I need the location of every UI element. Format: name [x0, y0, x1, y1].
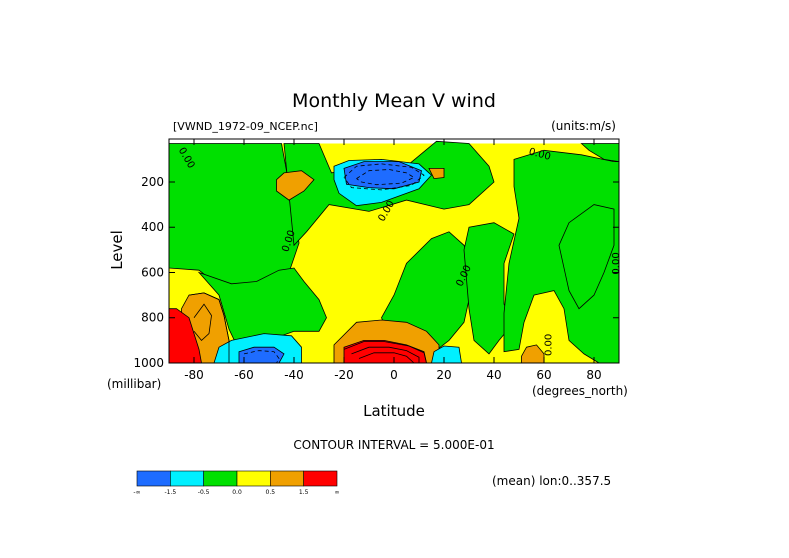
y-unit-label: (millibar)	[107, 377, 161, 391]
y-axis-ticks: 200 400 600 800 1000	[133, 175, 619, 370]
colorbar: -∞ -1.5 -0.5 0.0 0.5 1.5 ∞	[133, 470, 340, 496]
contour-region-12	[521, 344, 545, 363]
colorbar-label-2: -0.5	[198, 489, 210, 496]
contour-line-2	[343, 341, 427, 363]
contour-value-label-5: 0.00	[544, 334, 555, 356]
contour-line-1	[193, 303, 212, 341]
colorbar-label-0: -∞	[133, 489, 140, 496]
contour-region-7	[580, 143, 619, 163]
x-tick-label-7: 60	[536, 368, 551, 382]
contour-fill-layer	[169, 140, 619, 363]
colorbar-label-1: -1.5	[164, 489, 176, 496]
colorbar-label-5: 1.5	[299, 489, 309, 496]
x-axis-ticks: -80 -60 -40 -20 0 20 40 60 80	[184, 139, 602, 382]
x-tick-label-8: 80	[586, 368, 601, 382]
mean-footnote: (mean) lon:0..357.5	[492, 474, 611, 488]
contour-region-9	[276, 170, 315, 201]
x-tick-label-4: 0	[390, 368, 398, 382]
chart-title: Monthly Mean V wind	[292, 90, 496, 112]
contour-interval-label: CONTOUR INTERVAL = 5.000E-01	[293, 438, 494, 452]
contour-line-4	[358, 352, 415, 363]
colorbar-swatch-5	[303, 470, 338, 487]
y-tick-label-2: 600	[141, 265, 164, 279]
colorbar-swatch-1	[170, 470, 204, 487]
y-tick-label-3: 800	[141, 311, 164, 325]
x-tick-label-3: -20	[334, 368, 354, 382]
contour-line-5	[343, 163, 425, 191]
contour-region-2	[197, 267, 327, 346]
colorbar-swatch-0	[136, 470, 171, 487]
colorbar-label-3: 0.0	[232, 489, 242, 496]
y-axis-label: Level	[108, 230, 126, 270]
x-tick-label-1: -60	[234, 368, 254, 382]
contour-value-label-6: 0.00	[611, 252, 622, 274]
units-label: (units:m/s)	[551, 119, 616, 133]
contour-region-8	[558, 204, 615, 310]
file-label: [VWND_1972-09_NCEP.nc]	[173, 120, 318, 133]
x-tick-label-0: -80	[184, 368, 204, 382]
y-tick-label-4: 1000	[133, 356, 164, 370]
colorbar-label-6: ∞	[335, 489, 340, 496]
contour-line-0	[188, 292, 230, 363]
contour-region-13	[428, 167, 445, 180]
contour-line-7	[243, 350, 280, 363]
contour-line-3	[351, 346, 420, 363]
x-tick-label-6: 40	[486, 368, 501, 382]
x-unit-label: (degrees_north)	[532, 384, 628, 398]
contour-region-20	[238, 346, 285, 363]
colorbar-swatch-4	[270, 470, 304, 487]
y-tick-label-0: 200	[141, 175, 164, 189]
colorbar-label-4: 0.5	[266, 489, 276, 496]
colorbar-swatch-3	[236, 470, 271, 487]
contour-region-15	[169, 308, 202, 363]
x-tick-label-2: -40	[284, 368, 304, 382]
colorbar-swatch-2	[203, 470, 238, 487]
contour-line-6	[356, 169, 415, 186]
contour-line-layer	[188, 163, 427, 363]
contour-region-18	[431, 345, 462, 363]
y-tick-label-1: 400	[141, 220, 164, 234]
contour-region-14	[343, 339, 427, 363]
x-axis-label: Latitude	[363, 402, 425, 420]
x-tick-label-5: 20	[436, 368, 451, 382]
